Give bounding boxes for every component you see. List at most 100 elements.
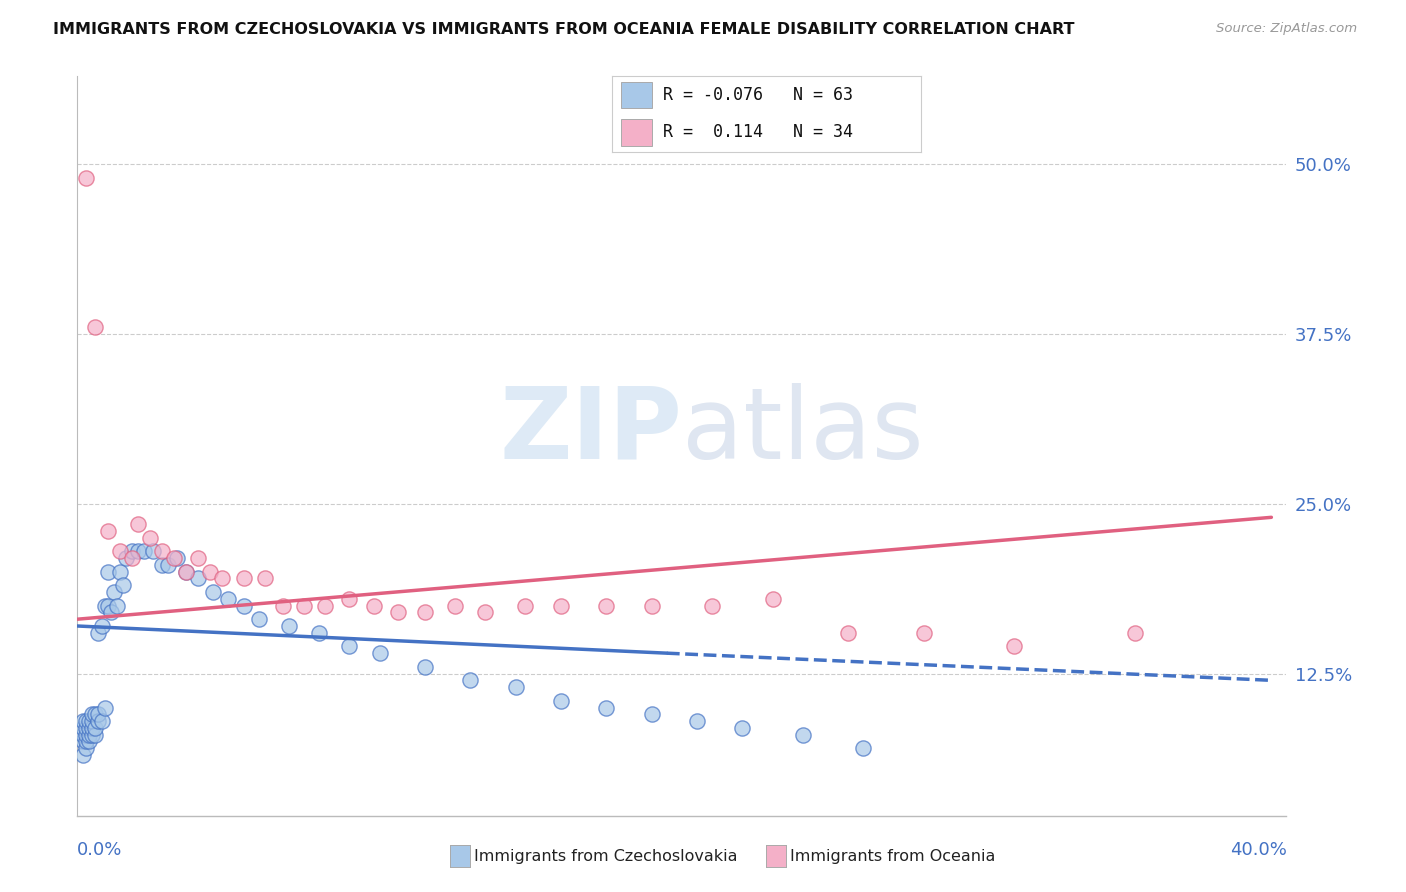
Point [166, 551, 188, 566]
Point [413, 606, 436, 620]
Point [387, 606, 409, 620]
Point [292, 599, 315, 613]
Point [731, 721, 754, 735]
Text: IMMIGRANTS FROM CZECHOSLOVAKIA VS IMMIGRANTS FROM OCEANIA FEMALE DISABILITY CORR: IMMIGRANTS FROM CZECHOSLOVAKIA VS IMMIGR… [53, 22, 1076, 37]
Point [550, 694, 572, 708]
FancyBboxPatch shape [621, 82, 652, 109]
Point [1004, 640, 1026, 654]
Point [150, 558, 173, 572]
Point [513, 599, 536, 613]
Point [84, 707, 107, 722]
Point [84, 320, 107, 334]
Point [72, 734, 94, 748]
Point [121, 551, 143, 566]
Point [103, 585, 125, 599]
Point [641, 707, 664, 722]
Point [87, 625, 110, 640]
Point [114, 551, 136, 566]
Point [792, 728, 814, 742]
Point [105, 599, 128, 613]
Point [702, 599, 724, 613]
Point [363, 599, 385, 613]
Point [413, 659, 436, 673]
Point [84, 721, 107, 735]
Point [108, 544, 131, 558]
Point [200, 565, 222, 579]
Point [218, 591, 240, 606]
Point [96, 599, 118, 613]
Point [762, 591, 785, 606]
Point [72, 747, 94, 762]
Point [72, 714, 94, 728]
Point [87, 707, 110, 722]
Point [75, 721, 97, 735]
Point [100, 606, 122, 620]
Point [93, 700, 115, 714]
Point [232, 599, 254, 613]
Point [96, 524, 118, 538]
Point [187, 571, 209, 585]
Point [72, 721, 94, 735]
Point [82, 707, 104, 722]
Point [458, 673, 481, 688]
Point [686, 714, 709, 728]
Point [79, 721, 101, 735]
Point [271, 599, 294, 613]
Point [852, 741, 875, 756]
Point [90, 714, 112, 728]
Point [337, 591, 360, 606]
FancyBboxPatch shape [621, 119, 652, 145]
Point [474, 606, 496, 620]
Point [84, 728, 107, 742]
Point [174, 565, 197, 579]
Point [127, 544, 149, 558]
Point [595, 599, 617, 613]
Point [314, 599, 336, 613]
Text: Source: ZipAtlas.com: Source: ZipAtlas.com [1216, 22, 1357, 36]
Text: Immigrants from Czechoslovakia: Immigrants from Czechoslovakia [474, 849, 737, 863]
Point [444, 599, 467, 613]
Text: ZIP: ZIP [499, 383, 682, 480]
Text: R =  0.114   N = 34: R = 0.114 N = 34 [662, 122, 852, 141]
Point [247, 612, 270, 626]
Point [82, 721, 104, 735]
Point [1123, 625, 1146, 640]
Point [253, 571, 276, 585]
Point [111, 578, 134, 592]
Point [108, 565, 131, 579]
Point [595, 700, 617, 714]
Point [337, 640, 360, 654]
Point [75, 734, 97, 748]
Point [163, 551, 186, 566]
Point [121, 544, 143, 558]
Point [912, 625, 935, 640]
Point [174, 565, 197, 579]
Point [79, 728, 101, 742]
Point [505, 680, 527, 694]
Point [368, 646, 391, 660]
Point [550, 599, 572, 613]
Text: 40.0%: 40.0% [1230, 841, 1286, 859]
Point [132, 544, 155, 558]
Text: R = -0.076   N = 63: R = -0.076 N = 63 [662, 87, 852, 104]
Point [157, 558, 180, 572]
Point [75, 728, 97, 742]
Point [232, 571, 254, 585]
Point [75, 741, 97, 756]
Point [96, 565, 118, 579]
Text: 0.0%: 0.0% [77, 841, 122, 859]
Point [211, 571, 233, 585]
Point [87, 714, 110, 728]
Text: Immigrants from Oceania: Immigrants from Oceania [790, 849, 995, 863]
Point [72, 728, 94, 742]
Text: atlas: atlas [682, 383, 924, 480]
Point [75, 714, 97, 728]
Point [278, 619, 301, 633]
Point [75, 170, 97, 185]
Point [127, 517, 149, 532]
Point [139, 531, 162, 545]
Point [641, 599, 664, 613]
Point [90, 619, 112, 633]
Point [187, 551, 209, 566]
Point [150, 544, 173, 558]
